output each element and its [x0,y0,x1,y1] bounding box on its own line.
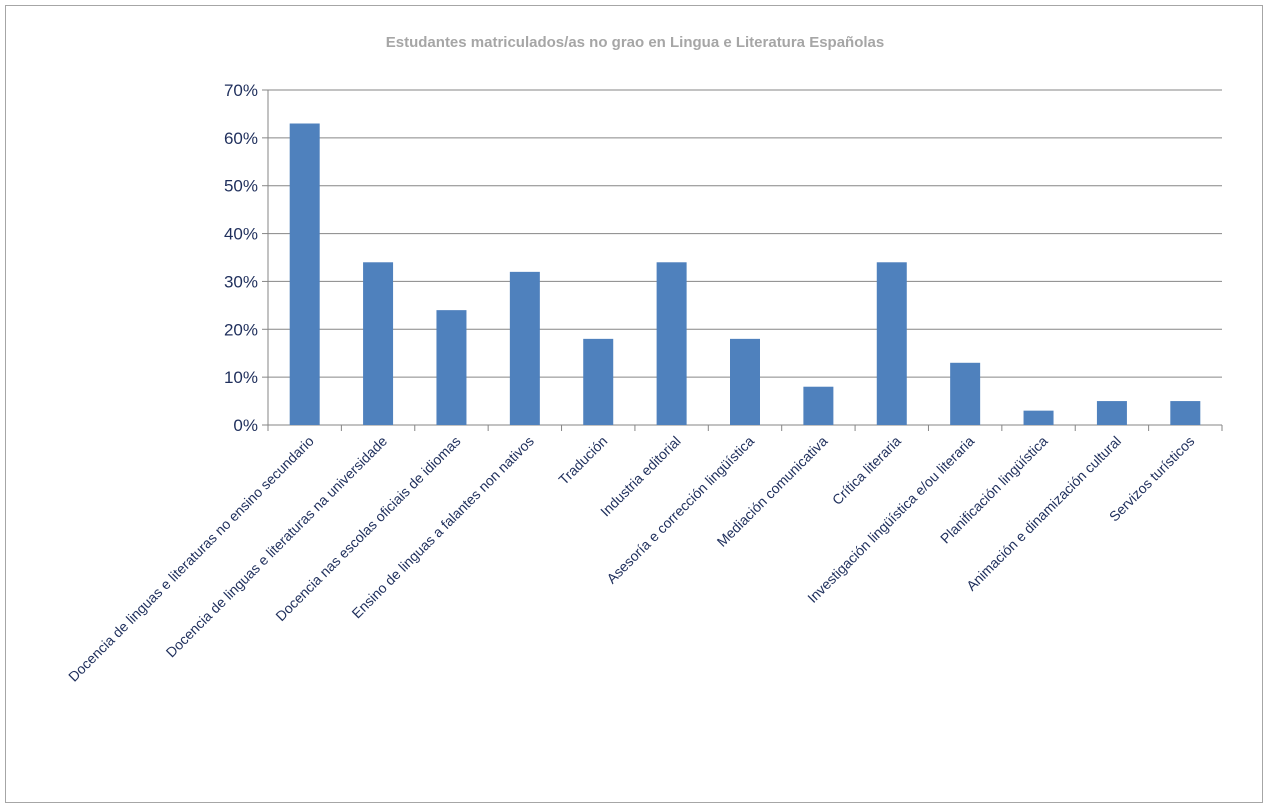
bar [509,271,540,425]
x-category-label: Crítica literaria [829,433,904,508]
x-category-label: Asesoría e corrección lingüística [603,433,757,587]
bar [363,262,394,425]
chart-title: Estudantes matriculados/as no grao en Li… [385,34,885,51]
bar [730,338,760,425]
bar [289,123,320,425]
y-tick-label: 30% [224,272,258,291]
x-category-label: Docencia de linguas e literaturas no ens… [65,433,317,685]
y-tick-label: 0% [233,416,258,435]
x-category-label: Animación e dinamización cultural [963,433,1124,594]
bar [1170,401,1201,425]
bar [436,310,467,425]
bar [876,262,907,425]
bar [950,362,981,425]
bar [803,386,834,425]
bar [583,338,614,425]
y-tick-label: 20% [224,320,258,339]
bar [1023,410,1054,425]
y-tick-label: 70% [224,81,258,100]
bar [1096,401,1127,425]
bar [656,262,687,425]
y-tick-label: 60% [224,129,258,148]
y-tick-label: 40% [224,225,258,244]
x-category-label: Tradución [555,433,610,488]
y-tick-label: 10% [224,368,258,387]
y-tick-label: 50% [224,177,258,196]
x-category-label: Investigación lingüística e/ou literaria [804,433,977,606]
